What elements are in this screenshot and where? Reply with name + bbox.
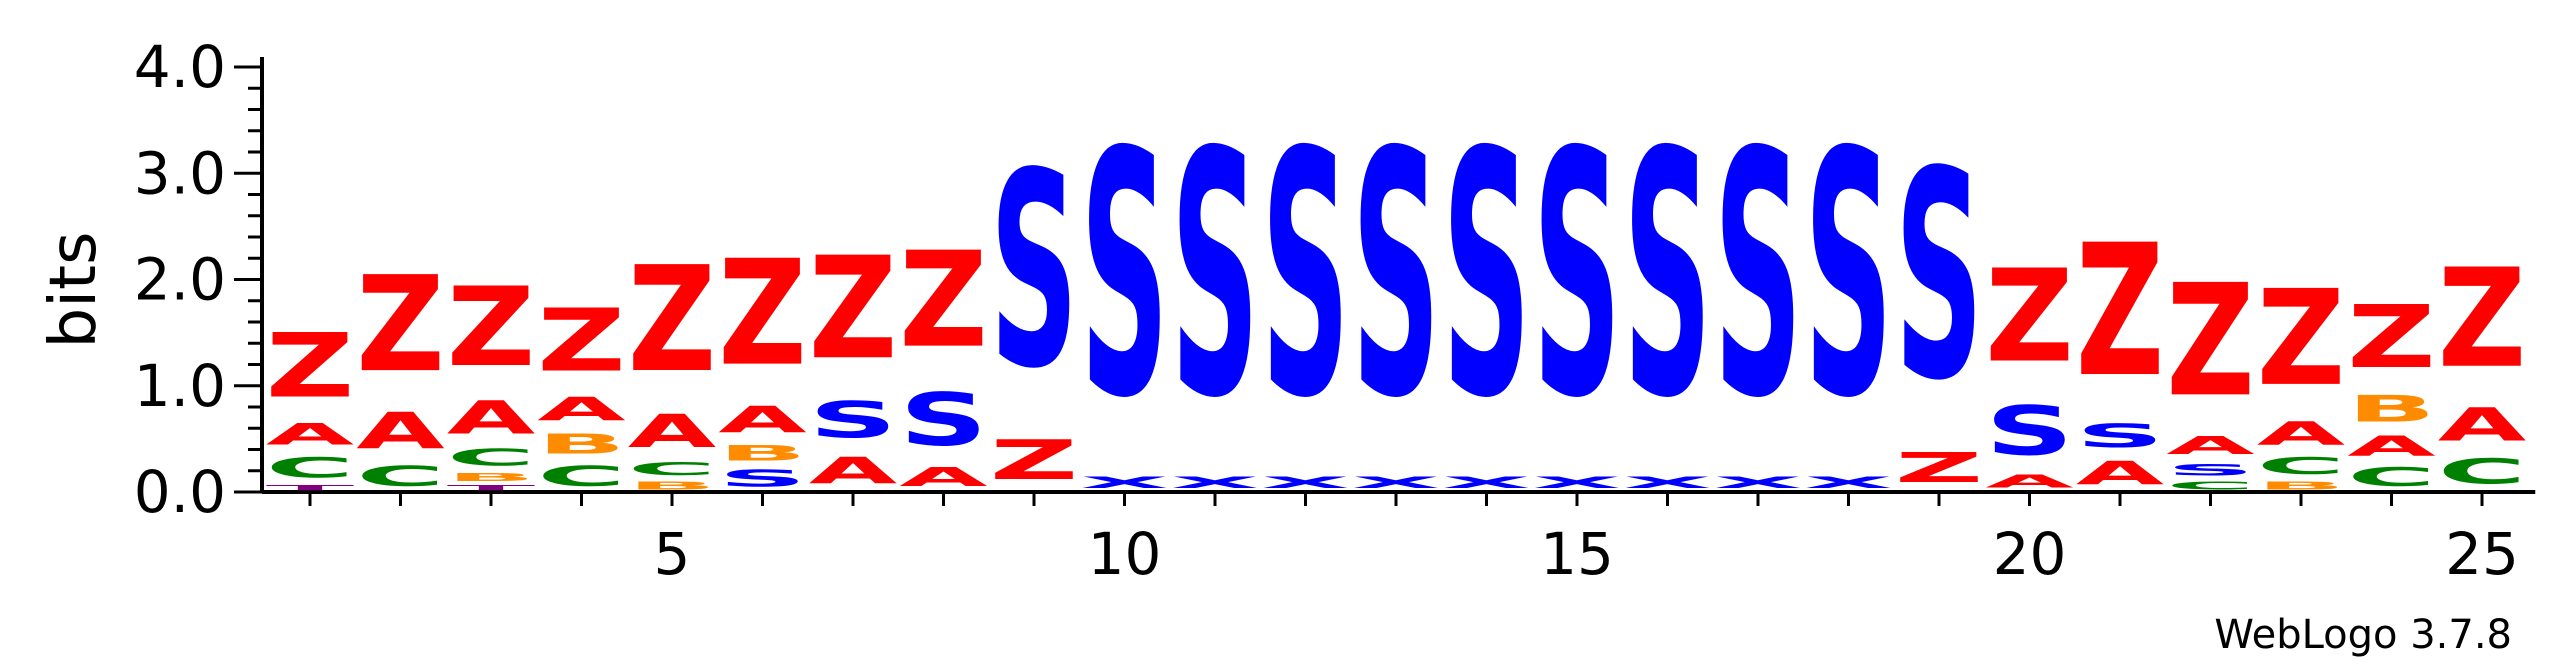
- glyph-z-pos-8: Z: [899, 223, 987, 377]
- glyph-a-pos-3: A: [447, 391, 535, 444]
- glyph-a-pos-1: A: [266, 418, 355, 452]
- glyph-s-pos-9: S: [990, 117, 1078, 428]
- glyph-a-pos-24: A: [2347, 430, 2435, 462]
- glyph-s-pos-21: S: [2076, 418, 2164, 455]
- x-tick-label: 20: [1993, 520, 2067, 588]
- glyph-a-pos-4: A: [537, 391, 626, 428]
- glyph-c-pos-25: C: [2438, 452, 2527, 492]
- y-axis-label: bits: [37, 232, 111, 349]
- glyph-s-pos-17: S: [1714, 80, 1802, 472]
- glyph-c-pos-3: C: [447, 444, 535, 470]
- glyph-a-pos-2: A: [356, 402, 444, 460]
- glyph-z-pos-22: Z: [2166, 251, 2254, 431]
- glyph-c-pos-1: C: [266, 452, 355, 484]
- glyph-c-pos-2: C: [356, 460, 445, 492]
- glyph-s-pos-13: S: [1352, 80, 1440, 472]
- glyph-t-pos-1: T: [266, 484, 355, 492]
- glyph-x-pos-13: X: [1352, 473, 1440, 492]
- x-tick-label: 5: [654, 520, 691, 588]
- glyph-a-pos-7: A: [809, 450, 898, 492]
- glyph-s-pos-8: S: [899, 377, 987, 462]
- y-tick-label: 4.0: [134, 33, 226, 101]
- glyph-b-pos-23: B: [2257, 479, 2345, 492]
- glyph-s-pos-7: S: [809, 392, 897, 450]
- glyph-z-pos-6: Z: [718, 228, 806, 398]
- glyph-s-pos-16: S: [1623, 80, 1711, 472]
- glyph-a-pos-22: A: [2166, 432, 2254, 460]
- glyph-b-pos-24: B: [2347, 388, 2435, 430]
- glyph-s-pos-20: S: [1985, 392, 2073, 471]
- y-tick-label: 2.0: [134, 246, 226, 314]
- glyph-stacks: TCAZCAZTBCAZCBAZBCAZSBAZASZASZZSXSXSXSXS…: [266, 80, 2527, 492]
- glyph-z-pos-3: Z: [447, 265, 535, 391]
- glyph-z-pos-23: Z: [2257, 262, 2345, 416]
- glyph-c-pos-4: C: [537, 460, 626, 492]
- glyph-a-pos-21: A: [2076, 455, 2165, 492]
- glyph-z-pos-21: Z: [2076, 206, 2164, 417]
- glyph-a-pos-25: A: [2438, 398, 2526, 451]
- glyph-a-pos-23: A: [2257, 416, 2346, 453]
- glyph-z-pos-19: Z: [1895, 445, 1983, 492]
- glyph-z-pos-4: Z: [537, 290, 625, 390]
- glyph-b-pos-5: B: [628, 479, 716, 492]
- glyph-x-pos-18: X: [1804, 473, 1892, 492]
- glyph-x-pos-14: X: [1442, 473, 1530, 492]
- glyph-z-pos-25: Z: [2438, 240, 2526, 398]
- glyph-s-pos-18: S: [1804, 80, 1892, 472]
- glyph-x-pos-11: X: [1171, 473, 1259, 492]
- glyph-z-pos-20: Z: [1985, 243, 2073, 391]
- glyph-s-pos-15: S: [1533, 80, 1621, 472]
- glyph-s-pos-19: S: [1895, 110, 1983, 443]
- x-tick-label: 10: [1088, 520, 1162, 588]
- x-tick-label: 25: [2445, 520, 2519, 588]
- glyph-a-pos-6: A: [718, 399, 807, 441]
- y-tick-label: 3.0: [134, 139, 226, 207]
- glyph-s-pos-14: S: [1442, 80, 1530, 472]
- glyph-c-pos-24: C: [2347, 462, 2435, 492]
- y-tick-label: 0.0: [134, 458, 226, 526]
- glyph-s-pos-6: S: [718, 465, 806, 491]
- glyph-t-pos-3: T: [447, 484, 536, 492]
- glyph-z-pos-5: Z: [628, 235, 716, 405]
- glyph-b-pos-6: B: [718, 441, 806, 465]
- x-axis: 5 10 15 20 25: [262, 490, 2536, 588]
- glyph-x-pos-17: X: [1714, 473, 1802, 492]
- y-tick-label: 1.0: [134, 352, 226, 420]
- glyph-c-pos-22: C: [2166, 479, 2254, 492]
- glyph-z-pos-1: Z: [266, 315, 354, 418]
- y-axis: 0.0 1.0 2.0 3.0 4.0: [134, 33, 264, 526]
- glyph-x-pos-15: X: [1533, 473, 1621, 492]
- glyph-a-pos-5: A: [628, 405, 716, 458]
- glyph-z-pos-9: Z: [990, 429, 1078, 492]
- glyph-s-pos-12: S: [1261, 80, 1349, 472]
- glyph-b-pos-3: B: [447, 471, 535, 484]
- glyph-a-pos-8: A: [899, 462, 987, 492]
- glyph-x-pos-16: X: [1623, 473, 1711, 492]
- glyph-x-pos-10: X: [1080, 473, 1168, 492]
- weblogo-credit: WebLogo 3.7.8: [2214, 612, 2512, 658]
- glyph-s-pos-11: S: [1171, 80, 1259, 472]
- glyph-z-pos-24: Z: [2347, 287, 2435, 387]
- glyph-z-pos-2: Z: [356, 248, 444, 402]
- x-tick-label: 15: [1540, 520, 1614, 588]
- glyph-s-pos-10: S: [1080, 80, 1168, 472]
- glyph-z-pos-7: Z: [809, 228, 897, 391]
- glyph-b-pos-4: B: [537, 428, 625, 460]
- glyph-a-pos-20: A: [1985, 471, 2073, 492]
- glyph-c-pos-5: C: [628, 458, 716, 479]
- glyph-x-pos-12: X: [1261, 473, 1349, 492]
- glyph-s-pos-22: S: [2166, 460, 2254, 479]
- glyph-c-pos-23: C: [2257, 453, 2345, 479]
